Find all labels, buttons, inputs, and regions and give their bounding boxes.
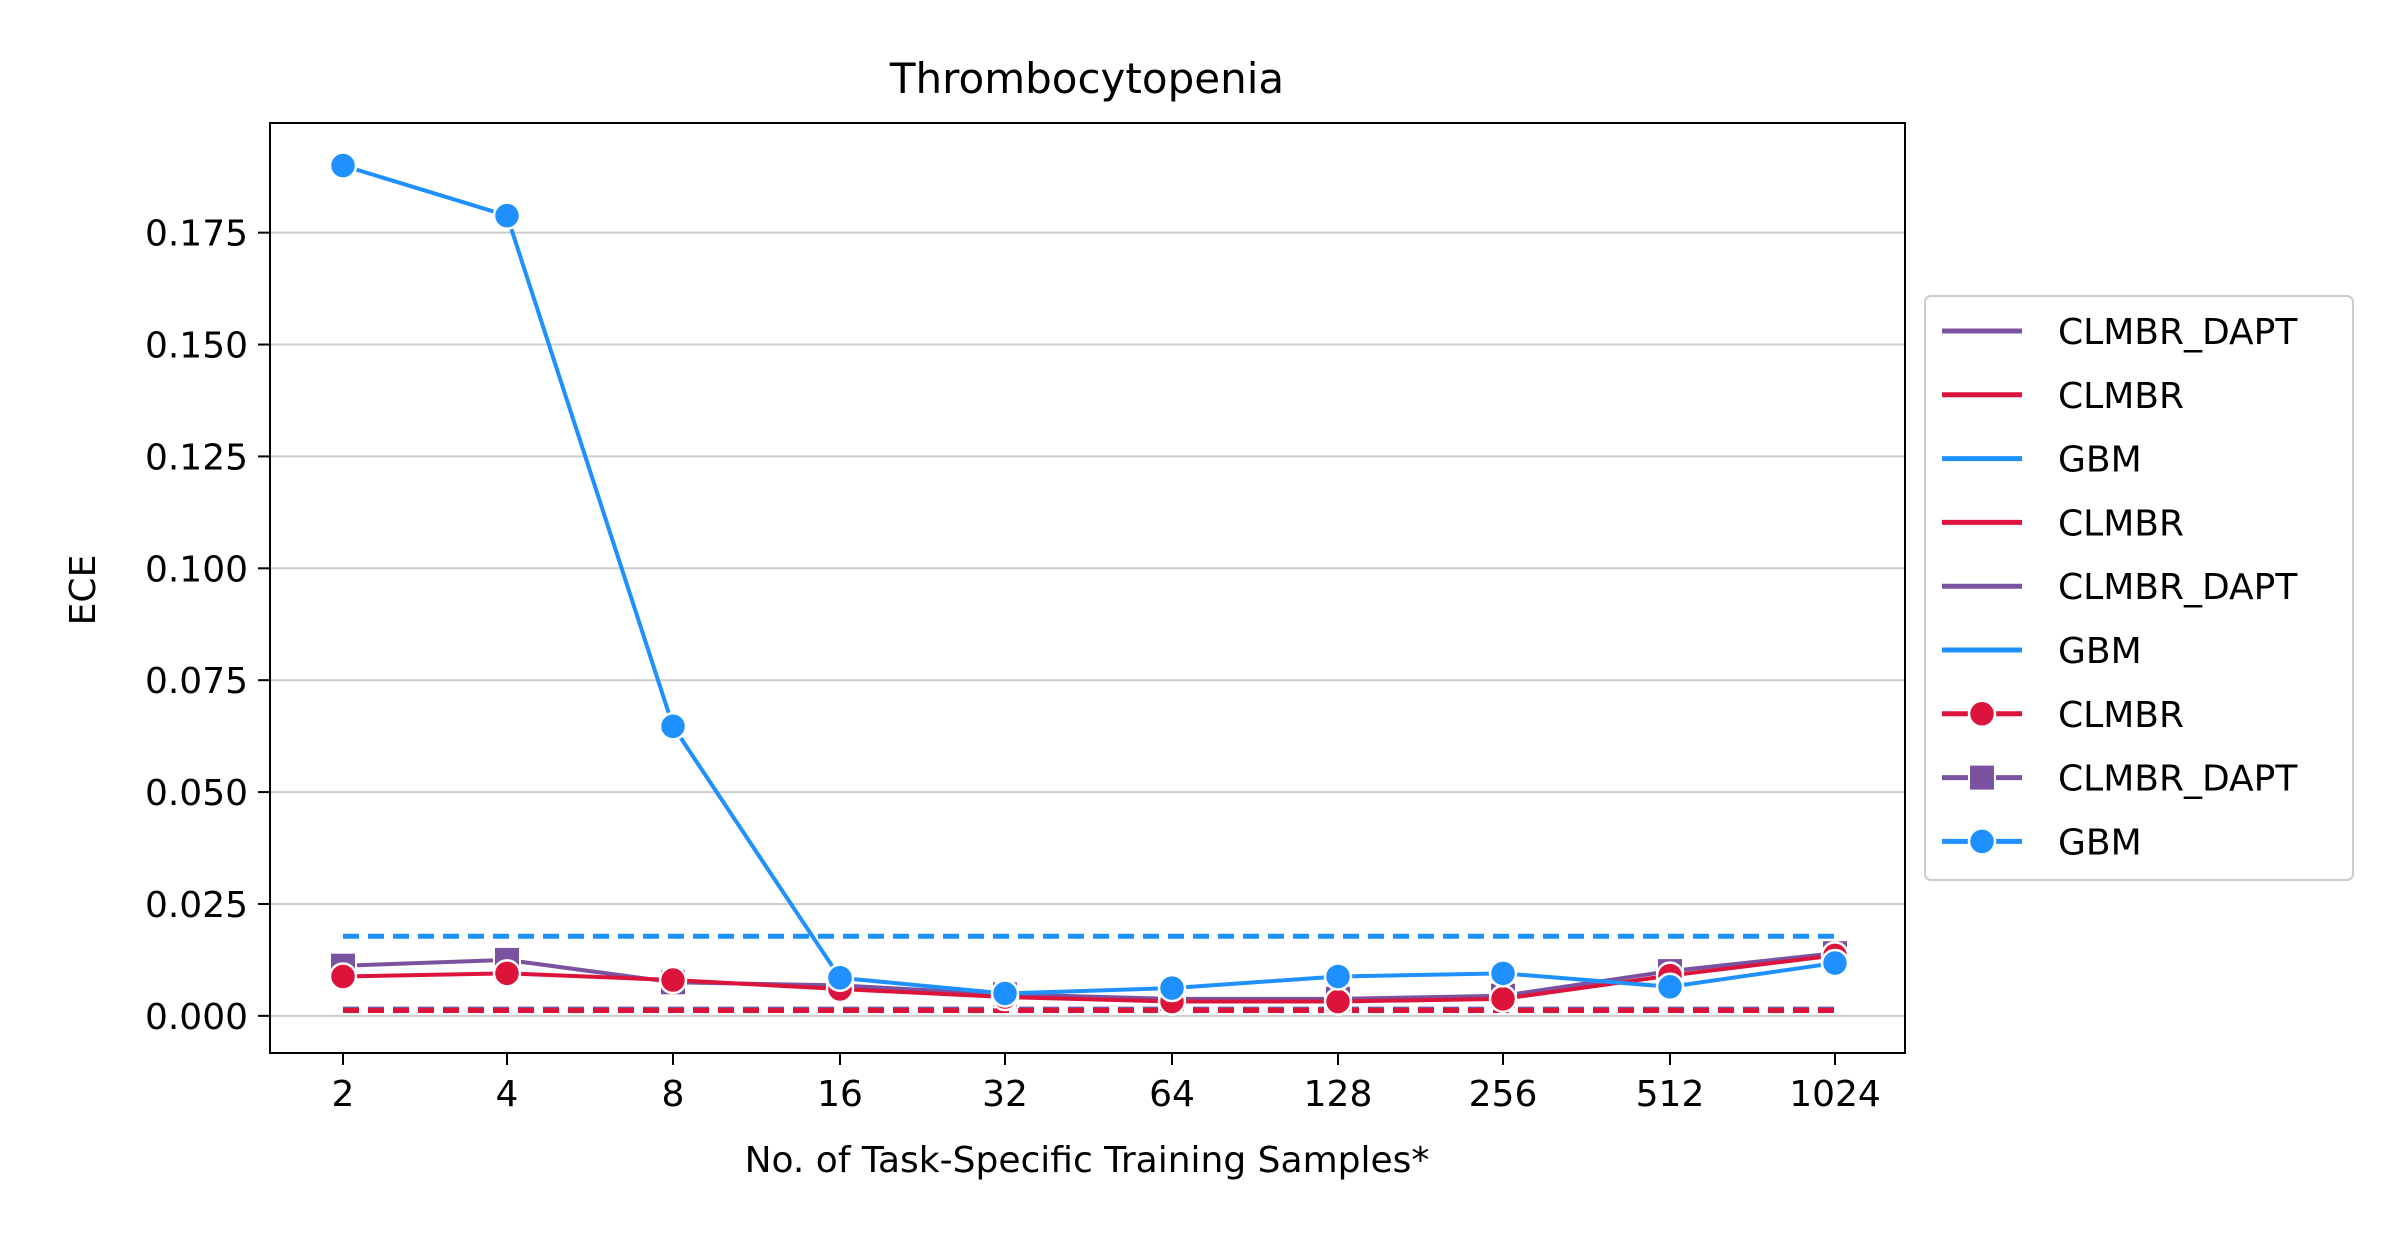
x-tick-label: 64 [1149,1074,1195,1115]
data-point [492,201,522,230]
y-axis: 0.000 0.025 0.050 0.075 0.100 0.125 0.150 0.175 [145,214,270,1038]
chart-title: Thrombocytopenia [889,54,1284,103]
data-point [1157,973,1187,1003]
legend-item: CLMBR [1942,695,2184,736]
legend-label: CLMBR [2058,376,2184,417]
legend-item: CLMBR [1942,376,2184,417]
x-tick-label: 1024 [1789,1074,1881,1115]
legend-label: GBM [2058,440,2142,481]
legend: CLMBR_DAPT CLMBR GBM CLMBR CLMBR_DAPT GBM CLMB… [1924,295,2354,881]
y-tick-label: 0.000 [145,997,248,1038]
plot-frame [269,122,1906,1054]
y-axis-label: ECE [63,555,104,626]
x-axis-label: No. of Task-Specific Training Samples* [745,1140,1430,1181]
data-point [1488,959,1518,988]
x-axis: 2 4 8 16 32 64 128 256 512 1024 [332,1053,1881,1115]
legend-item: GBM [1942,631,2142,672]
legend-marker [1967,827,1997,856]
series-line-clmbr_dapt [342,951,1836,1001]
y-tick-label: 0.050 [145,773,248,814]
series-line-clmbr [342,953,1836,1004]
legend-label: GBM [2058,822,2142,863]
data-point [1488,984,1518,1014]
legend-label: CLMBR [2058,503,2184,544]
legend-item: CLMBR_DAPT [1942,759,2298,800]
legend-label: GBM [2058,631,2142,672]
data-point [825,963,855,993]
series-line-gbm [342,163,1836,996]
x-tick-label: 256 [1469,1074,1538,1115]
data-point [1820,948,1850,978]
y-tick-label: 0.175 [145,214,248,255]
y-tick-label: 0.025 [145,885,248,926]
legend-item: CLMBR_DAPT [1942,312,2298,353]
x-tick-label: 128 [1304,1074,1373,1115]
legend-label: CLMBR_DAPT [2058,312,2298,353]
y-tick-label: 0.100 [145,549,248,590]
data-point [1323,962,1353,991]
x-tick-label: 2 [332,1074,355,1115]
data-point [328,962,358,991]
x-tick-label: 32 [982,1074,1028,1115]
series-lines [328,151,1850,1016]
data-point [492,959,522,988]
legend-item: CLMBR_DAPT [1942,567,2298,608]
legend-item: GBM [1942,822,2142,863]
x-tick-label: 512 [1636,1074,1705,1115]
data-point [1655,972,1685,1002]
legend-box [1924,295,2354,881]
data-point [658,965,688,995]
y-tick-label: 0.075 [145,661,248,702]
x-tick-label: 8 [662,1074,685,1115]
legend-item: GBM [1942,440,2142,481]
data-point [658,712,688,741]
legend-marker [1968,763,1996,792]
legend-item: CLMBR [1942,503,2184,544]
data-point [328,151,358,180]
y-tick-label: 0.150 [145,326,248,367]
legend-label: CLMBR [2058,695,2184,736]
legend-label: CLMBR_DAPT [2058,759,2298,800]
legend-marker [1967,699,1997,729]
legend-label: CLMBR_DAPT [2058,567,2298,608]
y-tick-label: 0.125 [145,437,248,478]
x-tick-label: 16 [817,1074,863,1115]
data-point [1323,987,1353,1016]
gridlines [270,231,1905,1017]
x-tick-label: 4 [496,1074,519,1115]
data-point [990,979,1020,1008]
